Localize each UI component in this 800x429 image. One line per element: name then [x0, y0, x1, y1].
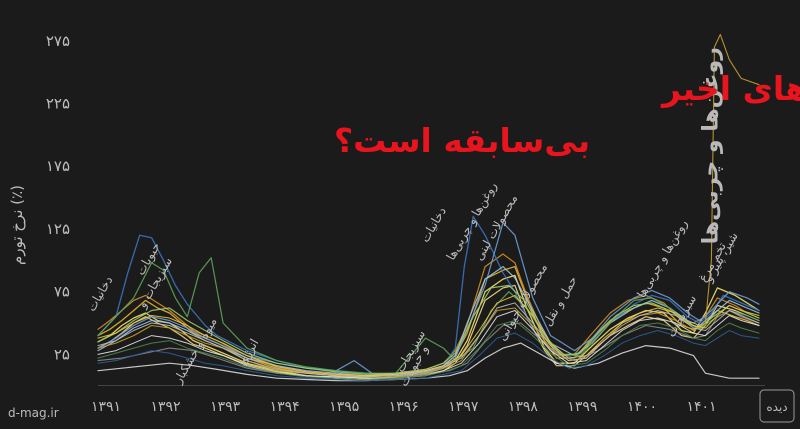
annotation-label: دخانیات	[418, 205, 449, 245]
x-tick-label: ۱۳۹۸	[508, 399, 539, 415]
x-tick-label: ۱۳۹۷	[448, 399, 479, 415]
series-line-7	[97, 266, 760, 377]
chart-title-line-1: چرا فشار تورم در ماه‌ها و سال‌های اخیر	[660, 69, 800, 109]
y-tick-label: ۷۵	[54, 283, 70, 301]
x-tick-label: ۱۴۰۰	[627, 399, 657, 415]
series-line-9	[97, 284, 760, 375]
x-tick-label: ۱۳۹۹	[567, 399, 597, 415]
series-layer	[97, 33, 765, 387]
series-line-3	[97, 284, 760, 381]
chart-title-line-2: بی‌سابقه است؟	[334, 121, 590, 160]
series-line-17	[97, 302, 760, 378]
y-axis-label: نرخ تورم (٪)	[8, 185, 26, 265]
x-axis-ticks: ۱۳۹۱ ۱۳۹۲ ۱۳۹۳ ۱۳۹۴ ۱۳۹۵ ۱۳۹۶ ۱۳۹۷ ۱۳۹۸ ۱۳۹۹ ۱۴۰۰…	[91, 399, 717, 415]
series-line-12	[97, 33, 760, 379]
annotation-label: روغن‌ها و چربی‌ها	[698, 47, 723, 244]
site-url: d-mag.ir	[8, 406, 59, 420]
annotation-label: حمل و نقل	[540, 274, 581, 329]
y-tick-label: ۲۵	[54, 345, 70, 363]
series-line-14	[97, 320, 760, 380]
annotation-label: دخانیات	[84, 274, 115, 314]
x-tick-label: ۱۳۹۳	[210, 399, 241, 415]
brand-logo: دیده	[759, 389, 795, 423]
series-line-13	[97, 310, 760, 379]
series-line-6	[97, 222, 760, 377]
y-tick-label: ۲۲۵	[46, 95, 70, 113]
y-axis-ticks: ۲۵ ۷۵ ۱۲۵ ۱۷۵ ۲۲۵ ۲۷۵	[46, 32, 70, 364]
x-tick-label: ۱۳۹۵	[329, 399, 359, 415]
x-tick-label: ۱۳۹۶	[389, 399, 419, 415]
brand-logo-text: دیده	[766, 400, 787, 414]
series-line-11	[97, 342, 760, 382]
x-tick-label: ۱۳۹۲	[151, 399, 181, 415]
y-tick-label: ۱۷۵	[46, 157, 70, 175]
y-tick-label: ۲۷۵	[46, 32, 70, 50]
y-tick-label: ۱۲۵	[46, 220, 70, 238]
x-tick-label: ۱۳۹۴	[270, 399, 300, 415]
x-tick-label: ۱۳۹۱	[91, 399, 121, 415]
series-line-5	[97, 215, 760, 376]
brand-logo-box	[759, 389, 795, 423]
series-line-15	[97, 294, 760, 377]
x-tick-label: ۱۴۰۱	[686, 399, 716, 415]
series-line-16	[97, 330, 760, 382]
annotation-label: روغن‌ها و چربی‌ها	[634, 217, 691, 301]
